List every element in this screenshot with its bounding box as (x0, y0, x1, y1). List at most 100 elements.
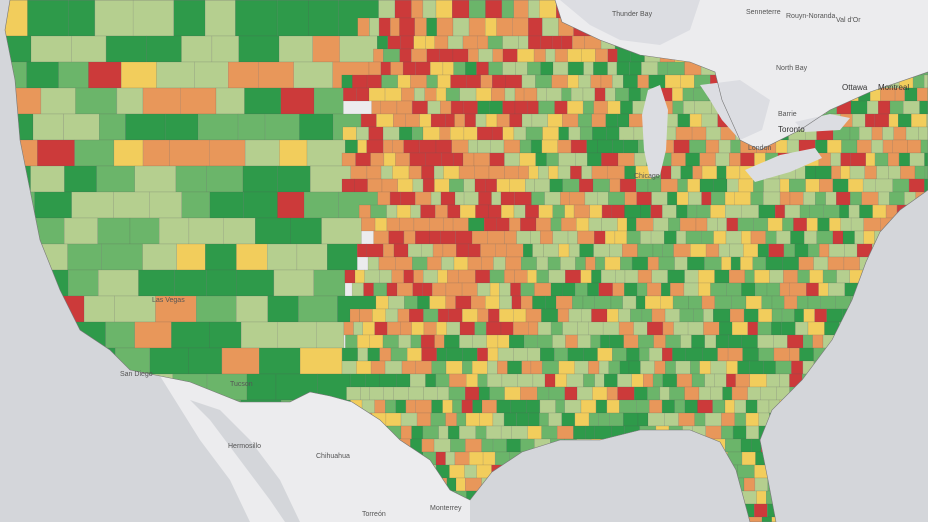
county (489, 386, 505, 401)
county (737, 360, 750, 375)
county (455, 230, 473, 245)
county (757, 243, 769, 258)
county (360, 113, 377, 128)
county (377, 35, 389, 50)
county (685, 347, 703, 362)
lake-superior (560, 0, 700, 45)
county (779, 178, 790, 193)
county (349, 308, 360, 323)
county (442, 61, 454, 76)
county (721, 256, 732, 271)
county (852, 113, 866, 128)
county (492, 412, 505, 427)
county (568, 126, 581, 141)
county (380, 61, 391, 76)
county (552, 204, 565, 219)
county (799, 204, 810, 219)
county (454, 191, 465, 206)
county (554, 373, 567, 388)
county (803, 191, 816, 206)
county (485, 113, 498, 128)
county (647, 412, 665, 427)
county (671, 152, 686, 167)
county (482, 451, 496, 466)
county (463, 178, 476, 193)
county (357, 17, 370, 37)
county (660, 165, 672, 180)
county (485, 178, 497, 193)
county (728, 334, 743, 349)
county (822, 269, 837, 284)
county (446, 347, 464, 362)
county (887, 152, 900, 167)
county (343, 321, 354, 336)
county (574, 360, 589, 375)
county (665, 360, 676, 375)
county (502, 48, 518, 63)
county (660, 295, 674, 310)
county (711, 191, 726, 206)
county (502, 100, 516, 115)
county (766, 282, 781, 297)
county (313, 87, 344, 115)
county (379, 269, 392, 284)
county (499, 295, 512, 310)
county (149, 347, 189, 375)
county (832, 178, 849, 193)
county (447, 269, 459, 284)
county (420, 204, 436, 219)
county (594, 295, 612, 310)
county (905, 126, 919, 141)
county (628, 360, 641, 375)
county (534, 178, 551, 193)
county (485, 295, 500, 310)
county (437, 74, 451, 89)
county (515, 61, 528, 76)
county (757, 321, 772, 336)
county (344, 269, 356, 284)
county (688, 191, 702, 206)
county (741, 230, 752, 245)
county (422, 178, 435, 193)
county (551, 35, 562, 50)
county (367, 256, 380, 271)
county (478, 386, 490, 401)
county (652, 243, 663, 258)
county (797, 269, 810, 284)
county (415, 191, 432, 206)
county (542, 360, 560, 375)
county (538, 165, 549, 180)
county (502, 126, 515, 141)
county (552, 230, 569, 245)
county (619, 178, 637, 193)
county (598, 360, 609, 375)
county (293, 61, 333, 89)
county (538, 100, 555, 115)
county (606, 399, 620, 414)
county (659, 386, 670, 401)
county (267, 243, 298, 271)
county (690, 243, 707, 258)
county (267, 295, 299, 323)
county (726, 373, 736, 388)
county (383, 152, 396, 167)
county (741, 204, 759, 219)
county (920, 139, 928, 154)
county (623, 74, 638, 89)
county (850, 152, 867, 167)
county (667, 269, 685, 284)
county (840, 217, 852, 232)
county (429, 295, 446, 310)
county (442, 243, 457, 258)
county (619, 360, 630, 375)
county (668, 217, 681, 232)
county (765, 256, 783, 271)
county (617, 373, 633, 388)
county (653, 217, 669, 232)
county (637, 74, 649, 89)
county (624, 282, 638, 297)
county (579, 178, 594, 193)
county (653, 334, 666, 349)
county (387, 35, 401, 50)
county (568, 308, 582, 323)
